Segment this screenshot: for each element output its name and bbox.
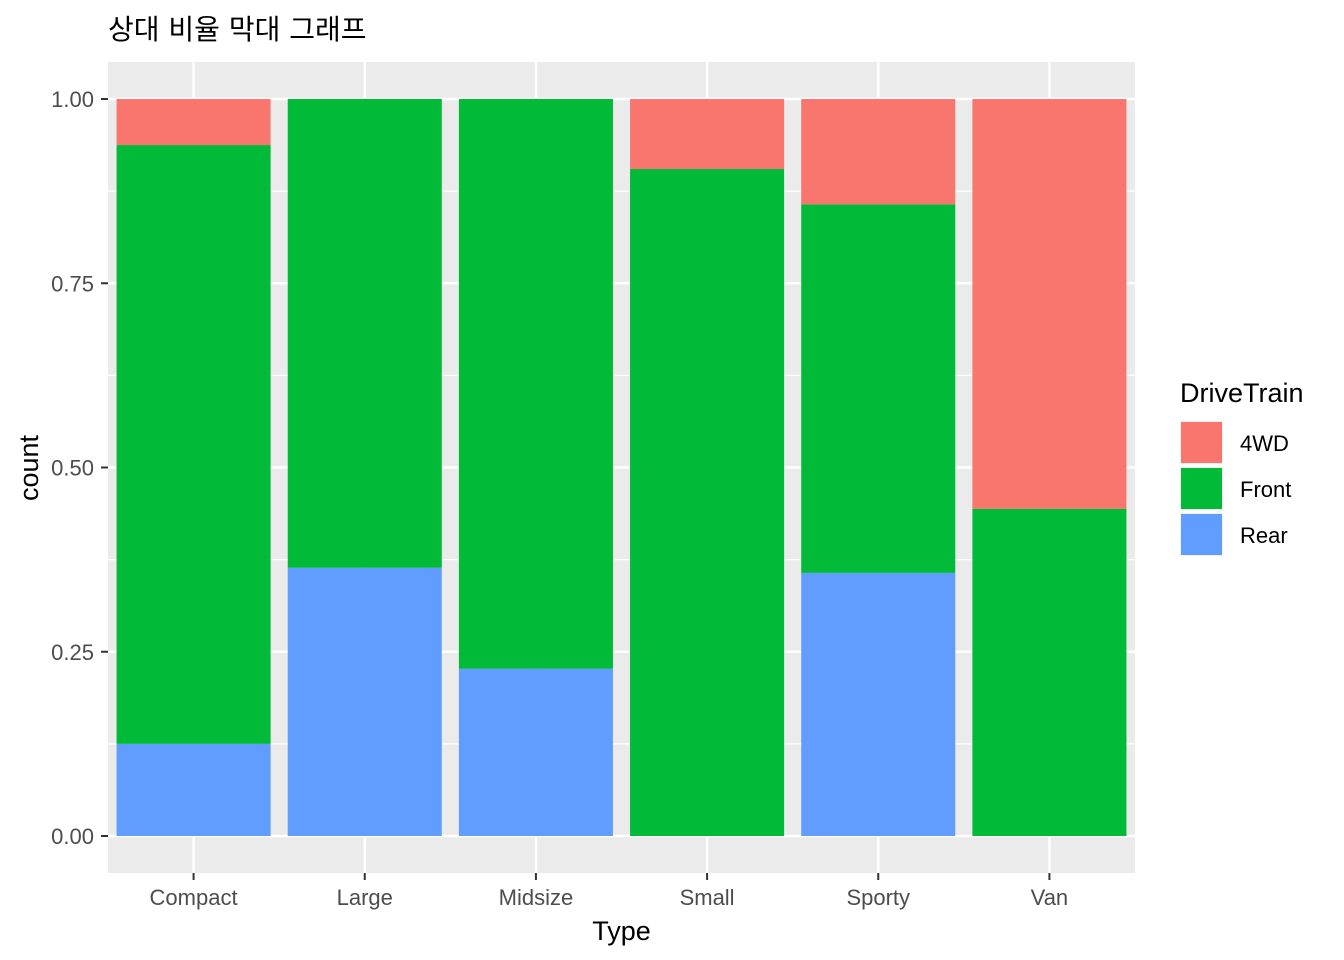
bars-group [116,99,1127,836]
x-tick-label: Compact [150,885,238,910]
y-axis-title: count [14,434,44,501]
legend-label-rear: Rear [1240,523,1288,548]
legend-title: DriveTrain [1180,378,1304,408]
bar-sporty-4wd [801,99,956,205]
x-axis-title: Type [592,916,651,946]
x-tick-label: Van [1031,885,1069,910]
legend-label-front: Front [1240,477,1291,502]
bar-compact-front [116,145,271,744]
bar-van-4wd [972,99,1127,509]
x-axis: Compact Large Midsize Small Sporty Van [150,873,1069,910]
bar-large-rear [287,567,442,836]
y-tick-label: 0.50 [51,456,94,481]
bar-midsize-rear [458,668,613,836]
bar-sporty-front [801,204,956,573]
chart-title: 상대 비율 막대 그래프 [108,13,367,46]
y-tick-label: 0.25 [51,640,94,665]
y-tick-label: 0.75 [51,271,94,296]
y-tick-label: 0.00 [51,824,94,849]
legend-swatch-rear [1181,514,1222,555]
minor-gridlines [108,190,1135,745]
bar-sporty-rear [801,572,956,836]
bar-small-4wd [630,99,785,170]
bar-van-front [972,508,1127,836]
y-axis: 0.00 0.25 0.50 0.75 1.00 [51,87,108,849]
bar-compact-4wd [116,99,271,146]
legend-label-4wd: 4WD [1240,431,1289,456]
legend-swatch-4wd [1181,422,1222,463]
bar-large-front [287,99,442,568]
bar-small-front [630,169,785,836]
bar-midsize-front [458,99,613,669]
x-tick-label: Sporty [846,885,910,910]
x-tick-label: Midsize [499,885,574,910]
legend: DriveTrain 4WD Front Rear [1180,378,1304,556]
bar-compact-rear [116,743,271,836]
x-tick-label: Large [337,885,393,910]
legend-swatch-front [1181,468,1222,509]
y-tick-label: 1.00 [51,87,94,112]
x-tick-label: Small [680,885,735,910]
